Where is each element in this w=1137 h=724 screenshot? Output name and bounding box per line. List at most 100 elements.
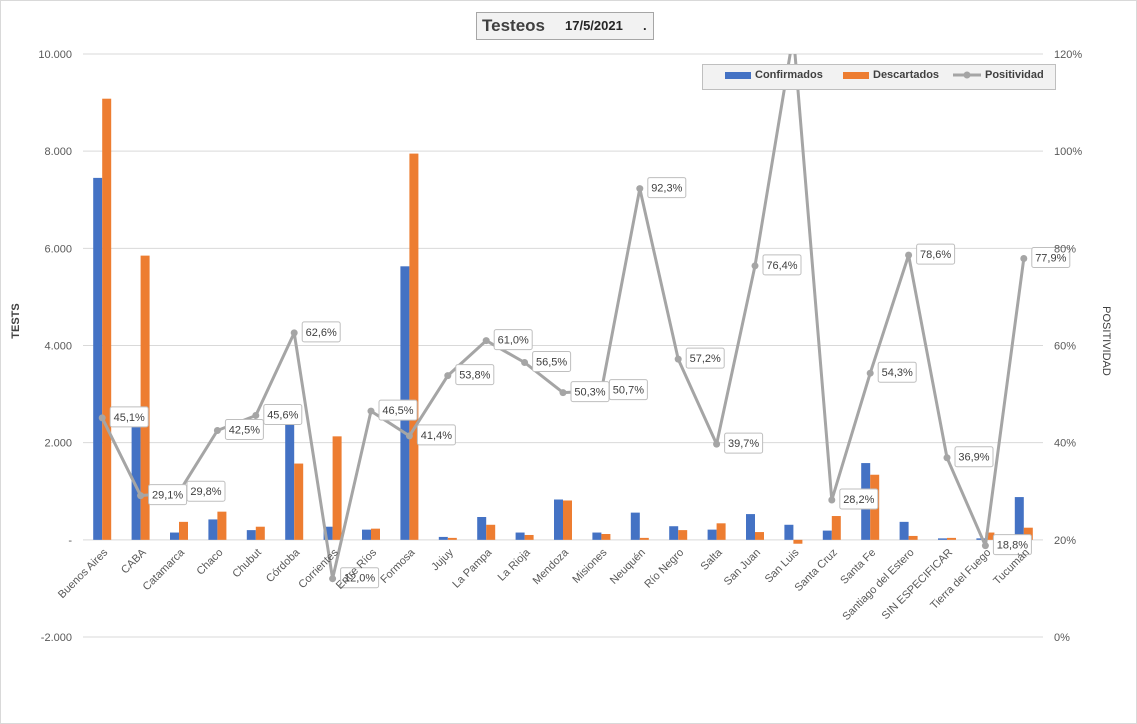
bars bbox=[93, 98, 1033, 544]
data-label: 46,5% bbox=[382, 405, 413, 417]
bar-descartados bbox=[793, 539, 803, 544]
positividad-point bbox=[559, 389, 567, 397]
positividad-line-path bbox=[100, 54, 1026, 581]
bar-descartados bbox=[140, 255, 150, 540]
positividad-point bbox=[444, 372, 452, 380]
chart-title-dot: . bbox=[643, 18, 647, 33]
x-tick-label: Neuquén bbox=[608, 547, 648, 587]
data-label: 12,0% bbox=[344, 573, 375, 585]
bar-confirmados bbox=[323, 526, 333, 540]
data-label-box bbox=[493, 329, 533, 351]
bar-descartados bbox=[947, 537, 956, 540]
positividad-point bbox=[290, 329, 298, 337]
y-axis-title: TESTS bbox=[10, 303, 22, 338]
data-label: 56,5% bbox=[536, 357, 567, 369]
y-tick-label: 10.000 bbox=[38, 49, 72, 61]
data-label-box bbox=[916, 243, 956, 265]
x-tick-label: San Luis bbox=[763, 546, 802, 585]
bar-descartados bbox=[563, 500, 572, 540]
bar-descartados bbox=[985, 532, 995, 540]
data-label: 50,7% bbox=[613, 385, 644, 397]
y2-tick-label: 80% bbox=[1054, 243, 1076, 255]
bar-descartados bbox=[678, 530, 688, 540]
y2-tick-label: 40% bbox=[1054, 438, 1076, 450]
data-label-box bbox=[224, 419, 264, 441]
bar-confirmados bbox=[899, 521, 909, 540]
positividad-point bbox=[252, 411, 260, 419]
data-label: 36,9% bbox=[958, 452, 989, 464]
data-label: 45,1% bbox=[114, 412, 145, 424]
bar-descartados bbox=[371, 528, 380, 540]
data-label: 29,8% bbox=[190, 486, 221, 498]
legend-swatch-positividad bbox=[953, 71, 981, 79]
data-label: 54,3% bbox=[882, 367, 913, 379]
data-label: 45,6% bbox=[267, 409, 298, 421]
bar-descartados bbox=[908, 535, 918, 540]
bar-descartados bbox=[102, 98, 112, 540]
legend-swatch-descartados bbox=[843, 71, 869, 79]
bar-descartados bbox=[1023, 527, 1033, 540]
x-tick-label: Jujuy bbox=[429, 546, 456, 573]
bar-confirmados bbox=[438, 536, 448, 540]
data-label-box bbox=[839, 488, 879, 510]
data-label: 50,3% bbox=[574, 387, 605, 399]
data-label: 41,4% bbox=[421, 430, 452, 442]
data-label-box bbox=[186, 480, 226, 502]
bar-descartados bbox=[332, 436, 342, 540]
x-tick-label: Catamarca bbox=[141, 546, 188, 593]
data-label: 57,2% bbox=[690, 353, 721, 365]
bar-confirmados bbox=[170, 532, 179, 540]
bar-descartados bbox=[755, 532, 764, 540]
y-tick-label: 6.000 bbox=[44, 243, 72, 255]
bar-confirmados bbox=[362, 529, 371, 540]
positividad-point bbox=[405, 432, 413, 440]
x-tick-label: Chubut bbox=[230, 547, 264, 581]
data-label-box bbox=[455, 364, 495, 386]
chart-title: Testeos bbox=[482, 16, 545, 35]
bar-descartados bbox=[486, 524, 496, 540]
bar-descartados bbox=[524, 534, 534, 540]
bar-descartados bbox=[409, 153, 419, 540]
chart-title-box: Testeos 17/5/2021 . bbox=[476, 12, 654, 40]
positividad-point bbox=[636, 185, 644, 193]
data-label-box bbox=[532, 351, 572, 373]
data-label-box bbox=[109, 406, 149, 428]
positividad-line bbox=[98, 54, 1028, 583]
data-label-box bbox=[992, 534, 1032, 556]
positividad-point bbox=[98, 414, 106, 422]
bar-descartados bbox=[179, 521, 188, 540]
data-labels: 45,1% 29,1% 29,8% 42,5% 45,6% 62,6% 12,0% 46,5%… bbox=[109, 177, 1071, 589]
data-label: 78,6% bbox=[920, 249, 951, 261]
positividad-point bbox=[1020, 255, 1028, 263]
data-label: 28,2% bbox=[843, 494, 874, 506]
legend-swatch-confirmados bbox=[725, 71, 751, 79]
y-tick-label: 4.000 bbox=[44, 341, 72, 353]
data-label-box bbox=[378, 399, 418, 421]
bar-descartados bbox=[639, 537, 649, 540]
data-label: 42,5% bbox=[229, 425, 260, 437]
positividad-point bbox=[943, 454, 951, 462]
chart-date: 17/5/2021 bbox=[565, 18, 623, 33]
y2-axis-title: POSITIVIDAD bbox=[1100, 306, 1112, 376]
data-label-box bbox=[724, 432, 764, 454]
bar-descartados bbox=[716, 523, 726, 540]
y-tick-label: -2.000 bbox=[41, 632, 72, 644]
y2-tick-label: 0% bbox=[1054, 632, 1070, 644]
positividad-point bbox=[329, 575, 337, 583]
data-label-box bbox=[762, 254, 802, 276]
legend-item-confirmados: Confirmados bbox=[725, 69, 823, 81]
bar-confirmados bbox=[707, 529, 717, 540]
legend-label-descartados: Descartados bbox=[873, 69, 940, 81]
x-tick-label: CABA bbox=[119, 546, 149, 576]
x-tick-label: Salta bbox=[699, 546, 726, 573]
x-tick-label: La Pampa bbox=[450, 546, 495, 591]
positividad-point bbox=[866, 369, 874, 377]
data-label-box bbox=[301, 321, 341, 343]
x-tick-label: SIN ESPECIFICAR bbox=[880, 547, 956, 623]
positividad-point bbox=[828, 496, 836, 504]
data-label: 39,7% bbox=[728, 438, 759, 450]
legend: Confirmados Descartados Positividad bbox=[702, 64, 1056, 90]
y2-tick-label: 120% bbox=[1054, 49, 1082, 61]
bar-descartados bbox=[831, 516, 841, 540]
